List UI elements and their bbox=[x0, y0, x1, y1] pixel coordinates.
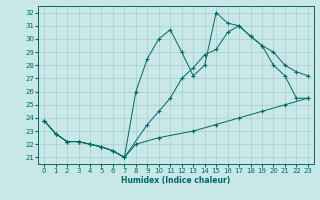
X-axis label: Humidex (Indice chaleur): Humidex (Indice chaleur) bbox=[121, 176, 231, 185]
